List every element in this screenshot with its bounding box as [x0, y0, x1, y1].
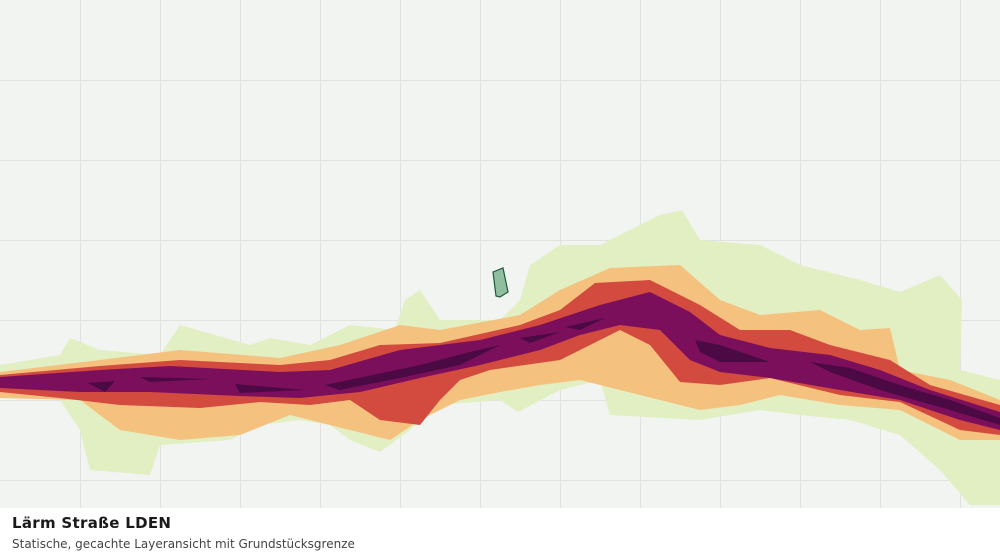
noise-zone-very-high — [0, 292, 1000, 430]
map-title: Lärm Straße LDEN — [12, 514, 172, 532]
parcel-boundary — [492, 267, 509, 298]
footer: Lärm Straße LDEN Statische, gecachte Lay… — [0, 508, 1000, 560]
map-canvas — [0, 0, 1000, 508]
noise-zone-extreme — [88, 318, 1000, 425]
map-subtitle: Statische, gecachte Layeransicht mit Gru… — [12, 537, 355, 551]
